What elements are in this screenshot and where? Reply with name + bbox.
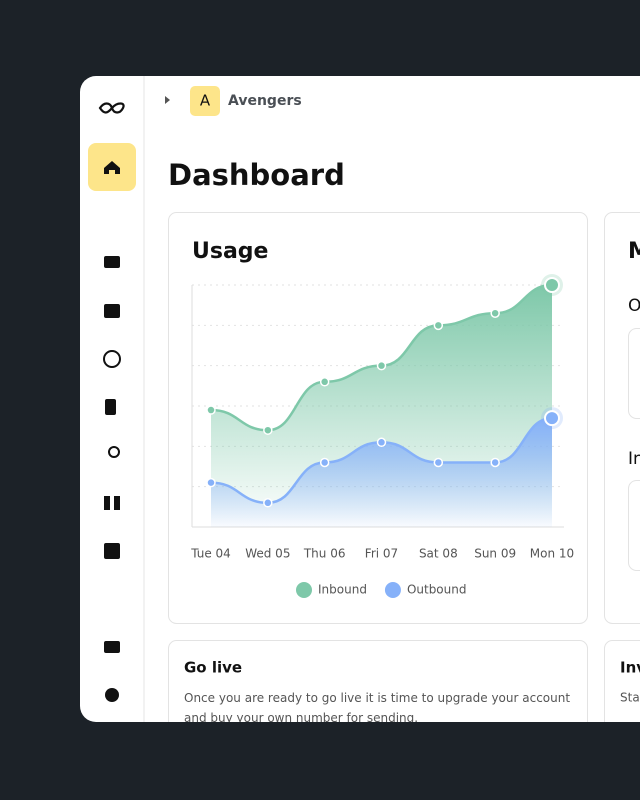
card-text-box: Once you are ready to go live it is time… (184, 691, 571, 725)
legend-swatch (296, 582, 312, 598)
area (211, 418, 552, 527)
side-box (628, 328, 640, 419)
point (490, 308, 500, 318)
nav-settings[interactable] (105, 688, 119, 702)
card-title: Go live (184, 659, 242, 677)
chart-title: Usage (192, 239, 268, 264)
point (319, 377, 330, 387)
home-icon (104, 161, 120, 174)
x-tick-label: Sat 08 (419, 547, 458, 561)
x-tick-label: Thu 06 (303, 547, 346, 561)
x-tick-label: Fri 07 (365, 547, 398, 561)
side-section: O (628, 296, 640, 316)
nav-contacts[interactable] (105, 399, 116, 415)
side-card (604, 212, 640, 624)
point (206, 405, 216, 415)
legend-swatch (384, 582, 401, 598)
nav-chat[interactable] (104, 256, 120, 268)
point (544, 410, 560, 427)
point (319, 457, 330, 468)
side-section: In (628, 449, 640, 469)
x-tick-label: Tue 04 (190, 547, 231, 561)
nav-voice[interactable] (108, 446, 120, 458)
nav-billing[interactable] (104, 641, 120, 653)
card-text: Once you are ready to go live it is time… (184, 691, 571, 725)
card-title: Inv (620, 659, 640, 677)
point (433, 457, 444, 468)
legend-label: Outbound (407, 583, 467, 597)
legend-label: Inbound (318, 583, 367, 597)
card (604, 640, 640, 722)
card (168, 640, 588, 722)
nav-inbox[interactable] (104, 304, 120, 318)
side-box (628, 480, 640, 571)
x-tick-label: Mon 10 (530, 547, 574, 561)
usage-chart: Tue 04 Wed 05 Thu 06 Fri 07 Sat 08 Sun 09 Mon … (190, 274, 574, 598)
nav-flows[interactable] (104, 496, 120, 510)
page-title: Dashboard (168, 158, 345, 192)
point (376, 360, 387, 371)
point (544, 277, 560, 293)
collapse-toggle[interactable] (165, 96, 170, 104)
app-window: A Avengers Dashboard Usage M O In Go liv… (80, 76, 640, 725)
workspace-initial: A (200, 92, 211, 110)
x-tick-label: Sun 09 (474, 547, 516, 561)
logo (98, 102, 125, 114)
point (206, 477, 216, 488)
card-text: Star (620, 691, 640, 705)
point (433, 320, 444, 331)
point (376, 437, 387, 448)
workspace-name[interactable]: Avengers (228, 93, 302, 109)
side-card-title: M (628, 239, 640, 264)
point (263, 425, 273, 435)
nav-channels[interactable] (104, 543, 120, 559)
point (263, 498, 273, 508)
point (490, 457, 500, 468)
nav-whatsapp[interactable] (103, 350, 121, 368)
workspace-avatar[interactable] (190, 86, 220, 116)
nav-icons (103, 256, 121, 702)
x-tick-label: Wed 05 (245, 547, 290, 561)
